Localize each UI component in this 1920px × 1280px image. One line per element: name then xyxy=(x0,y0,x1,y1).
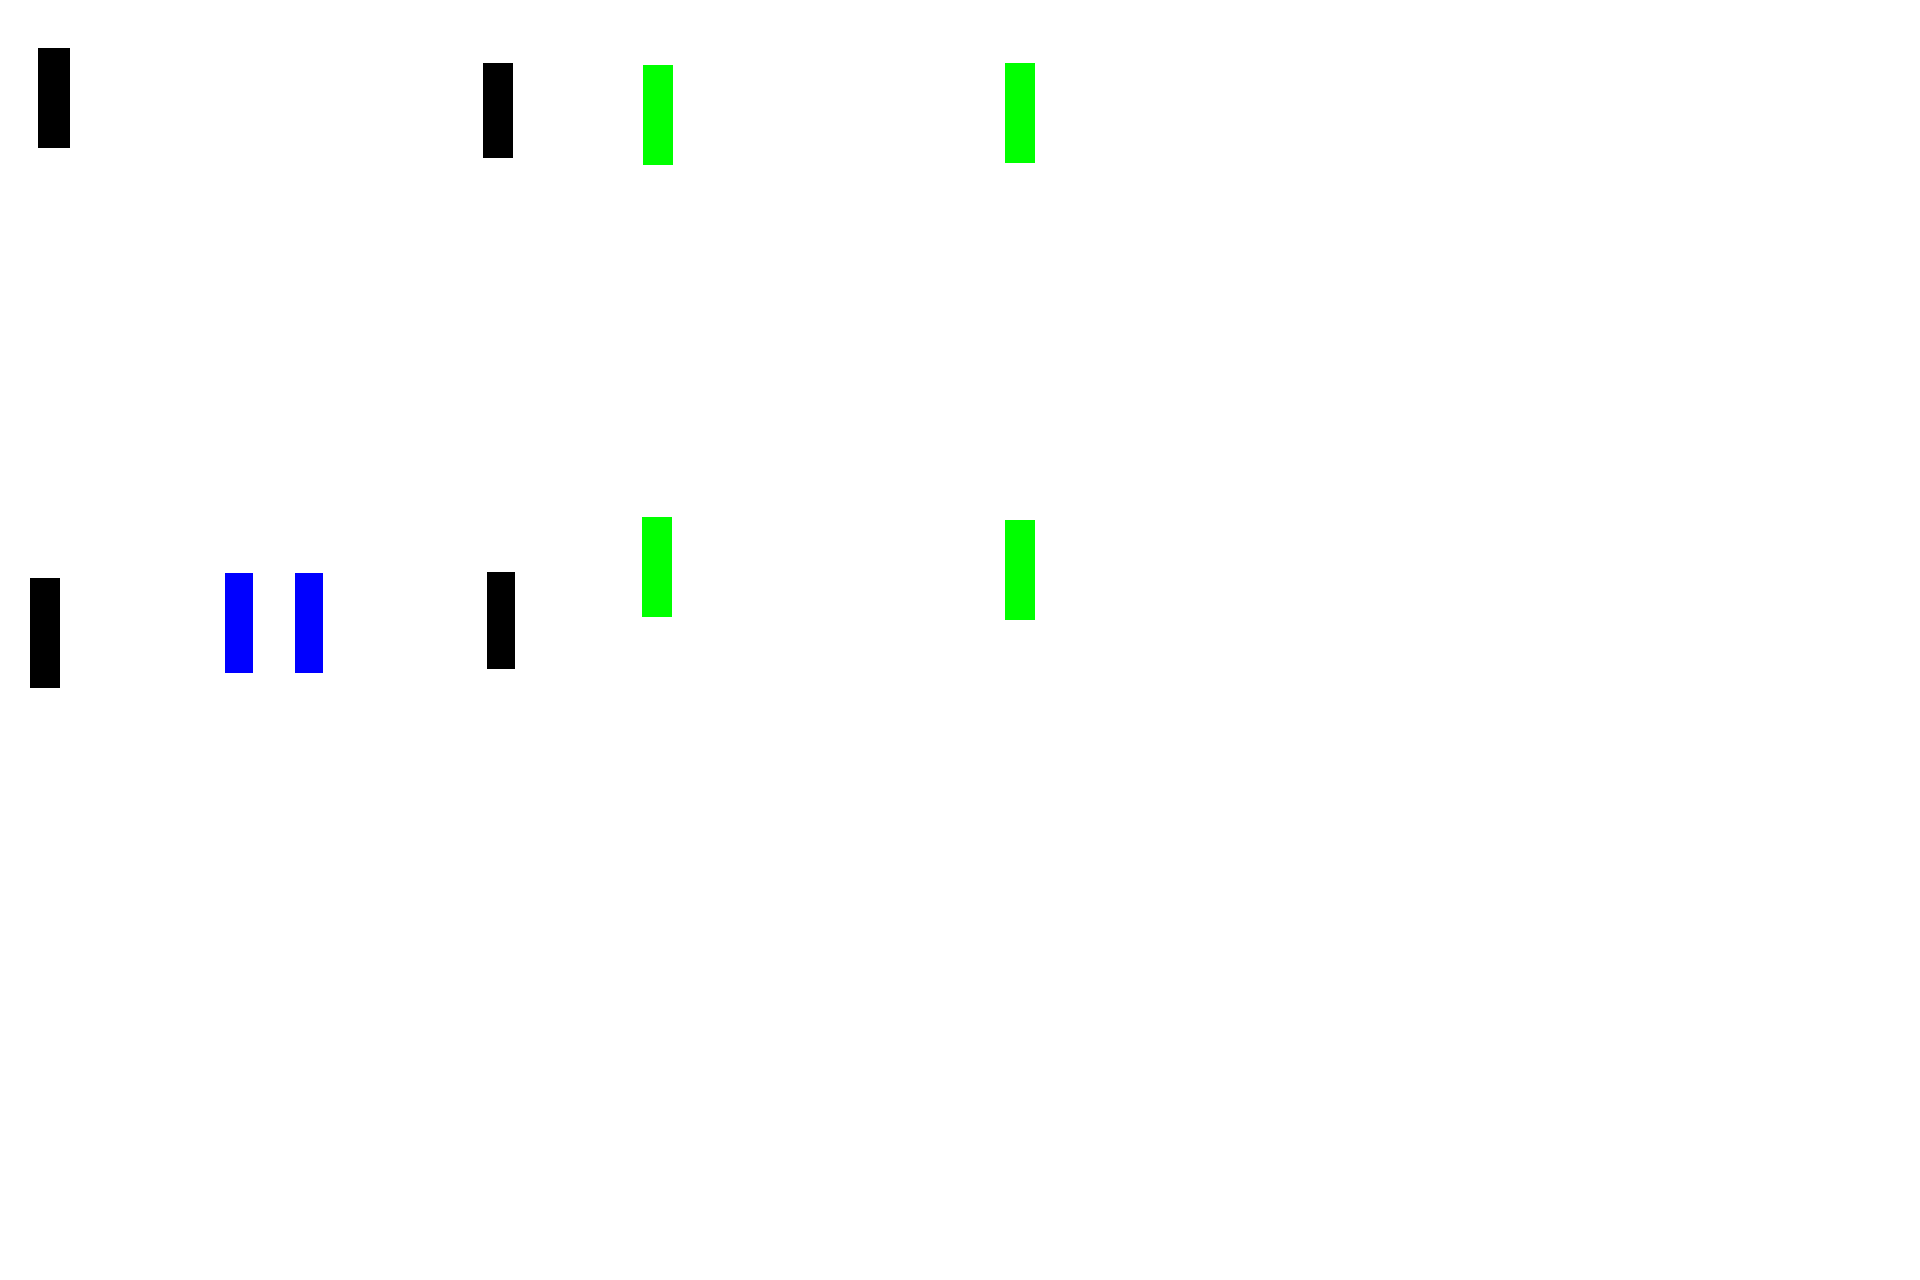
Bar xyxy=(225,573,253,673)
Bar xyxy=(484,63,513,157)
Bar xyxy=(1004,63,1035,163)
Bar xyxy=(488,572,515,669)
Bar xyxy=(296,573,323,673)
Bar xyxy=(1004,520,1035,620)
Bar xyxy=(31,579,60,689)
Bar xyxy=(38,47,69,148)
Bar xyxy=(643,65,674,165)
Bar xyxy=(641,517,672,617)
